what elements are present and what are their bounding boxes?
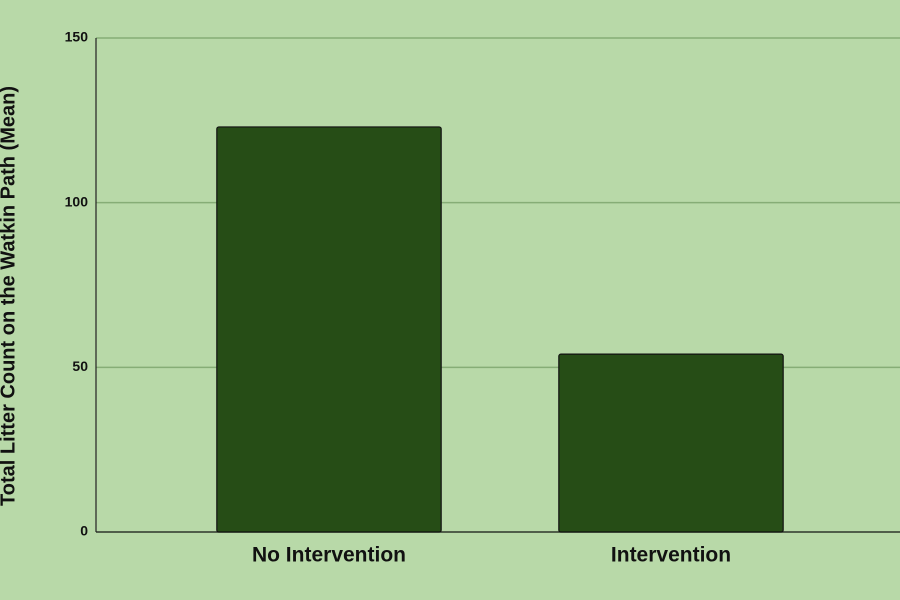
y-tick-label: 150 [65, 29, 89, 45]
bar [216, 126, 442, 533]
y-axis-label: Total Litter Count on the Watkin Path (M… [0, 86, 19, 506]
x-tick-label: No Intervention [252, 544, 406, 567]
y-tick-label: 100 [65, 193, 89, 209]
y-tick-label: 50 [72, 358, 88, 374]
y-tick-label: 0 [80, 523, 88, 539]
x-tick-label: Intervention [611, 544, 731, 567]
bar [558, 353, 784, 533]
